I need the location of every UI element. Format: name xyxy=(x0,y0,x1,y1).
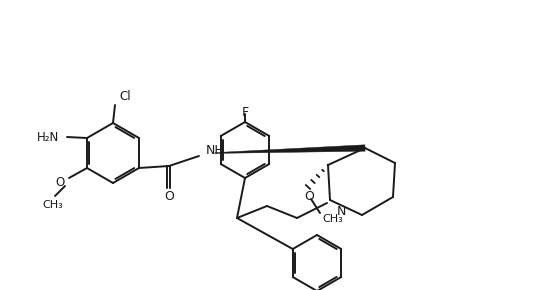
Text: O: O xyxy=(304,189,314,202)
Text: N: N xyxy=(337,205,346,218)
Text: O: O xyxy=(164,191,174,204)
Text: O: O xyxy=(56,177,65,189)
Text: Cl: Cl xyxy=(119,90,131,104)
Text: NH: NH xyxy=(206,144,225,157)
Text: CH₃: CH₃ xyxy=(43,200,63,210)
Text: CH₃: CH₃ xyxy=(322,214,343,224)
Text: F: F xyxy=(242,106,249,119)
Polygon shape xyxy=(215,145,365,153)
Text: F: F xyxy=(329,289,336,290)
Text: H₂N: H₂N xyxy=(37,130,59,144)
